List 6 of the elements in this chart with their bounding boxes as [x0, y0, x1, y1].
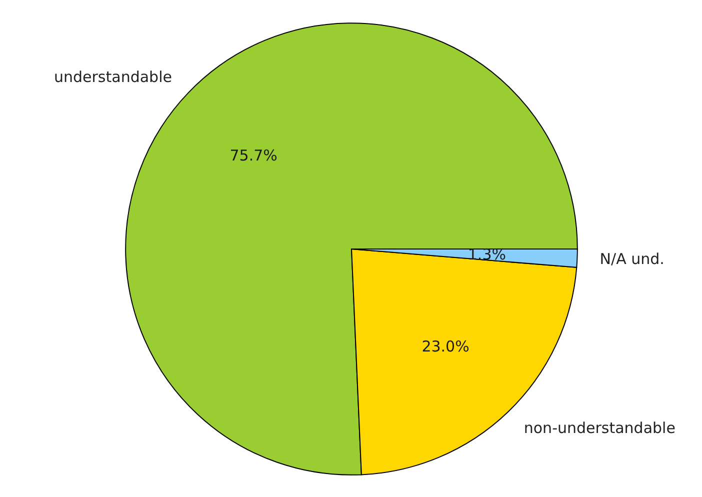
slice-label: understandable: [54, 68, 172, 86]
data-label: 23.0%: [422, 338, 470, 356]
data-label: 1.3%: [468, 246, 506, 264]
slice-label: N/A und.: [600, 250, 664, 268]
slice-label: non-understandable: [524, 418, 676, 437]
data-label: 75.7%: [230, 146, 278, 164]
